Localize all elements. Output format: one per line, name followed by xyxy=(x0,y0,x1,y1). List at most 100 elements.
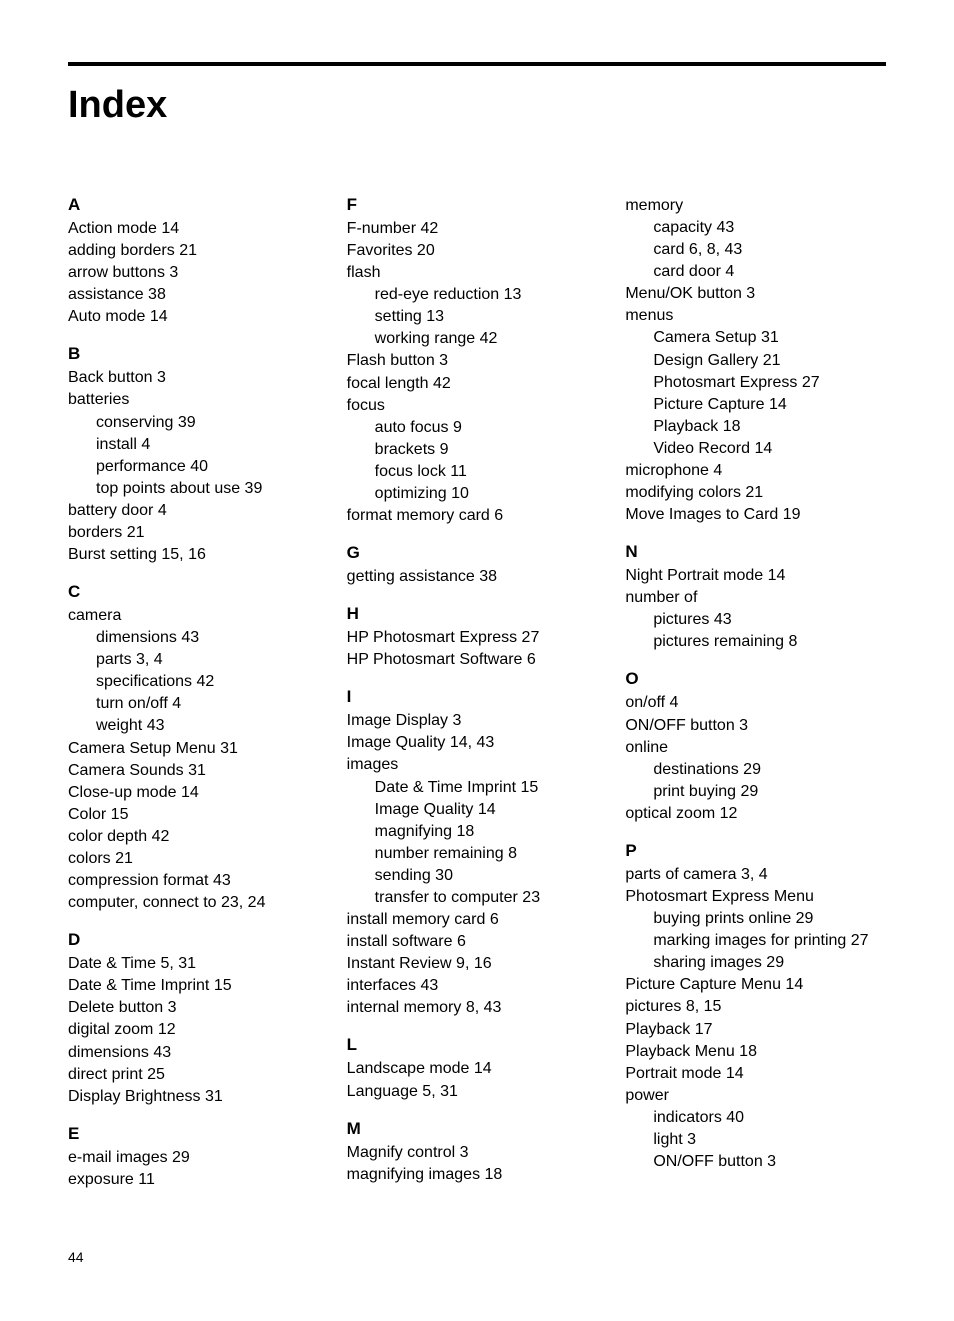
index-sub-entry: ON/OFF button 3 xyxy=(631,1151,886,1173)
index-entry: Favorites 20 xyxy=(347,240,608,262)
index-entry: on/off 4 xyxy=(625,692,886,714)
letter-heading: F xyxy=(347,195,608,215)
index-entry: HP Photosmart Software 6 xyxy=(347,649,608,671)
index-sub-entry: working range 42 xyxy=(353,328,608,350)
index-entry: adding borders 21 xyxy=(68,240,329,262)
index-section: Oon/off 4ON/OFF button 3onlinedestinatio… xyxy=(625,669,886,824)
index-entry: optical zoom 12 xyxy=(625,803,886,825)
index-sub-entry: Playback 18 xyxy=(631,416,886,438)
index-entry: Landscape mode 14 xyxy=(347,1058,608,1080)
index-section: IImage Display 3Image Quality 14, 43imag… xyxy=(347,687,608,1019)
index-entry: Image Display 3 xyxy=(347,710,608,732)
index-section: memorycapacity 43card 6, 8, 43card door … xyxy=(625,195,886,526)
index-sub-entry: card 6, 8, 43 xyxy=(631,239,886,261)
index-sub-entry: install 4 xyxy=(74,434,329,456)
index-entry: assistance 38 xyxy=(68,284,329,306)
index-entry: Date & Time 5, 31 xyxy=(68,953,329,975)
index-entry: Color 15 xyxy=(68,804,329,826)
index-sub-entry: parts 3, 4 xyxy=(74,649,329,671)
index-sub-entry: auto focus 9 xyxy=(353,417,608,439)
index-section: Pparts of camera 3, 4Photosmart Express … xyxy=(625,841,886,1173)
letter-heading: D xyxy=(68,930,329,950)
index-entry: dimensions 43 xyxy=(68,1042,329,1064)
index-sub-entry: Picture Capture 14 xyxy=(631,394,886,416)
index-entry: Picture Capture Menu 14 xyxy=(625,974,886,996)
letter-heading: P xyxy=(625,841,886,861)
index-section: D Date & Time 5, 31Date & Time Imprint 15… xyxy=(68,930,329,1108)
index-sub-entry: focus lock 11 xyxy=(353,461,608,483)
index-entry: Playback 17 xyxy=(625,1019,886,1041)
index-sub-entry: magnifying 18 xyxy=(353,821,608,843)
index-sub-entry: top points about use 39 xyxy=(74,478,329,500)
index-entry: Flash button 3 xyxy=(347,350,608,372)
index-entry: focal length 42 xyxy=(347,373,608,395)
index-entry: Photosmart Express Menu xyxy=(625,886,886,908)
letter-heading: E xyxy=(68,1124,329,1144)
index-entry: exposure 11 xyxy=(68,1169,329,1191)
index-entry: Move Images to Card 19 xyxy=(625,504,886,526)
index-section: BBack button 3batteriesconserving 39inst… xyxy=(68,344,329,566)
page-number: 44 xyxy=(68,1249,84,1265)
index-entry: memory xyxy=(625,195,886,217)
index-sub-entry: transfer to computer 23 xyxy=(353,887,608,909)
index-entry: menus xyxy=(625,305,886,327)
index-sub-entry: destinations 29 xyxy=(631,759,886,781)
index-sub-entry: capacity 43 xyxy=(631,217,886,239)
letter-heading: I xyxy=(347,687,608,707)
index-entry: online xyxy=(625,737,886,759)
index-entry: power xyxy=(625,1085,886,1107)
index-entry: Display Brightness 31 xyxy=(68,1086,329,1108)
letter-heading: M xyxy=(347,1119,608,1139)
index-sub-entry: buying prints online 29 xyxy=(631,908,886,930)
page-title: Index xyxy=(68,84,886,127)
index-entry: Playback Menu 18 xyxy=(625,1041,886,1063)
index-sub-entry: brackets 9 xyxy=(353,439,608,461)
index-section: Ccameradimensions 43parts 3, 4specificat… xyxy=(68,582,329,914)
letter-heading: O xyxy=(625,669,886,689)
letter-heading: G xyxy=(347,543,608,563)
letter-heading: B xyxy=(68,344,329,364)
index-sub-entry: sending 30 xyxy=(353,865,608,887)
index-entry: Back button 3 xyxy=(68,367,329,389)
index-entry: modifying colors 21 xyxy=(625,482,886,504)
index-entry: Close-up mode 14 xyxy=(68,782,329,804)
index-entry: compression format 43 xyxy=(68,870,329,892)
index-entry: F-number 42 xyxy=(347,218,608,240)
index-entry: Delete button 3 xyxy=(68,997,329,1019)
index-entry: digital zoom 12 xyxy=(68,1019,329,1041)
index-entry: flash xyxy=(347,262,608,284)
index-entry: Magnify control 3 xyxy=(347,1142,608,1164)
index-entry: borders 21 xyxy=(68,522,329,544)
letter-heading: N xyxy=(625,542,886,562)
index-entry: parts of camera 3, 4 xyxy=(625,864,886,886)
index-entry: internal memory 8, 43 xyxy=(347,997,608,1019)
index-entry: focus xyxy=(347,395,608,417)
index-entry: number of xyxy=(625,587,886,609)
index-sub-entry: dimensions 43 xyxy=(74,627,329,649)
index-entry: computer, connect to 23, 24 xyxy=(68,892,329,914)
index-sub-entry: optimizing 10 xyxy=(353,483,608,505)
letter-heading: C xyxy=(68,582,329,602)
index-sub-entry: Photosmart Express 27 xyxy=(631,372,886,394)
index-sub-entry: Camera Setup 31 xyxy=(631,327,886,349)
top-rule xyxy=(68,62,886,66)
index-sub-entry: indicators 40 xyxy=(631,1107,886,1129)
index-sub-entry: setting 13 xyxy=(353,306,608,328)
index-sub-entry: marking images for printing 27 xyxy=(631,930,886,952)
index-entry: magnifying images 18 xyxy=(347,1164,608,1186)
index-entry: getting assistance 38 xyxy=(347,566,608,588)
index-sub-entry: Image Quality 14 xyxy=(353,799,608,821)
index-entry: Portrait mode 14 xyxy=(625,1063,886,1085)
index-entry: Menu/OK button 3 xyxy=(625,283,886,305)
index-entry: install memory card 6 xyxy=(347,909,608,931)
index-entry: Burst setting 15, 16 xyxy=(68,544,329,566)
index-sub-entry: weight 43 xyxy=(74,715,329,737)
index-sub-entry: Video Record 14 xyxy=(631,438,886,460)
index-section: AAction mode 14adding borders 21arrow bu… xyxy=(68,195,329,328)
index-entry: Date & Time Imprint 15 xyxy=(68,975,329,997)
index-section: Ee-mail images 29exposure 11 xyxy=(68,1124,329,1191)
index-entry: camera xyxy=(68,605,329,627)
index-entry: color depth 42 xyxy=(68,826,329,848)
index-sub-entry: specifications 42 xyxy=(74,671,329,693)
index-entry: Camera Sounds 31 xyxy=(68,760,329,782)
